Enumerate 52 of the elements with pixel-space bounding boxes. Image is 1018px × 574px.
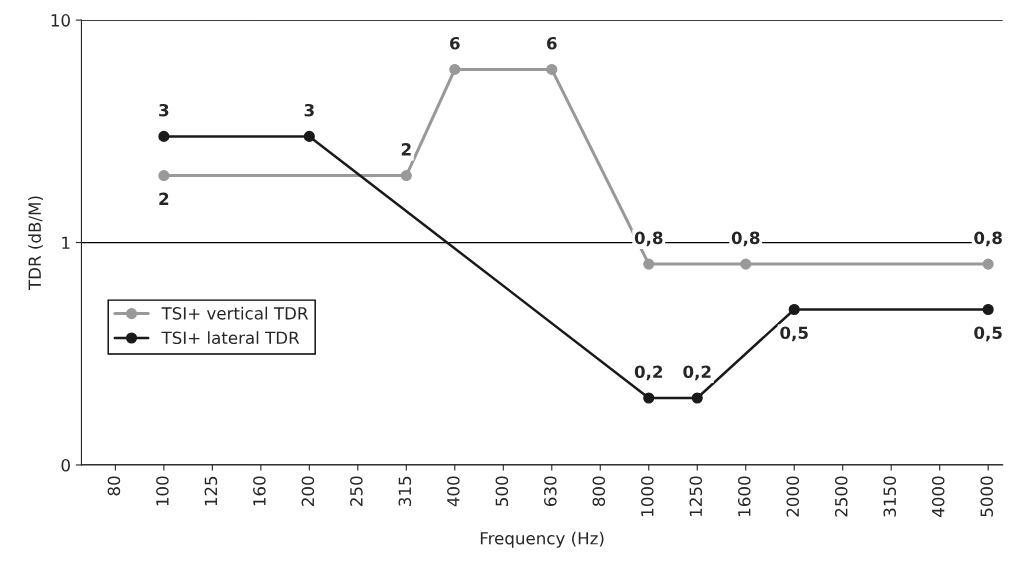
y-tick-label: 1	[62, 236, 70, 249]
data-label: 0,2	[683, 365, 711, 381]
data-label: 0,8	[731, 231, 760, 247]
point	[982, 303, 994, 316]
data-label: 0,2	[634, 365, 663, 381]
point	[303, 130, 315, 142]
data-label: 0,5	[974, 326, 1002, 342]
x-tick-label: 250	[350, 476, 363, 506]
y-tick-label: 10	[51, 14, 70, 27]
point	[982, 258, 994, 270]
x-tick-label: 2000	[786, 476, 800, 517]
point	[400, 170, 412, 182]
x-tick-label: 3150	[883, 476, 897, 517]
x-tick-label: 160	[253, 476, 266, 506]
x-tick-label: 200	[301, 476, 315, 506]
x-tick-label: 5000	[980, 476, 994, 517]
point	[546, 63, 558, 75]
data-label: 0,8	[974, 231, 1002, 247]
data-label: 6	[547, 36, 557, 50]
point	[691, 392, 703, 404]
x-tick-label: 500	[495, 476, 509, 506]
legend-label: TSI+ vertical TDR	[161, 306, 309, 320]
legend-label: TSI+ lateral TDR	[161, 331, 300, 345]
point	[643, 258, 655, 270]
point	[158, 130, 170, 142]
point	[643, 392, 655, 404]
data-label: 0,8	[634, 231, 663, 247]
x-tick-label: 1600	[737, 476, 751, 516]
point	[158, 170, 170, 182]
data-label: 0,5	[780, 326, 808, 342]
data-label: 3	[159, 103, 169, 117]
x-tick-label: 400	[447, 476, 460, 507]
data-label: 2	[159, 192, 169, 205]
x-tick-label: 800	[592, 476, 606, 507]
point	[740, 258, 752, 270]
data-label: 6	[450, 36, 460, 50]
x-tick-label: 630	[544, 476, 557, 507]
x-tick-label: 1000	[640, 476, 654, 516]
y-axis-title: TDR (dB/M)	[28, 196, 43, 291]
x-tick-label: 2500	[834, 476, 848, 517]
data-label: 3	[304, 103, 314, 117]
x-tick-label: 100	[156, 476, 169, 506]
x-axis-title: Frequency (Hz)	[480, 531, 604, 548]
x-tick-label: 80	[107, 476, 121, 496]
data-label: 2	[401, 143, 411, 156]
x-tick-label: 4000	[931, 476, 945, 517]
point	[788, 303, 800, 316]
y-tick-label: 0	[61, 458, 70, 472]
point	[449, 63, 461, 75]
x-tick-label: 1250	[689, 476, 703, 516]
x-tick-label: 315	[398, 476, 412, 506]
x-tick-label: 125	[204, 476, 218, 506]
